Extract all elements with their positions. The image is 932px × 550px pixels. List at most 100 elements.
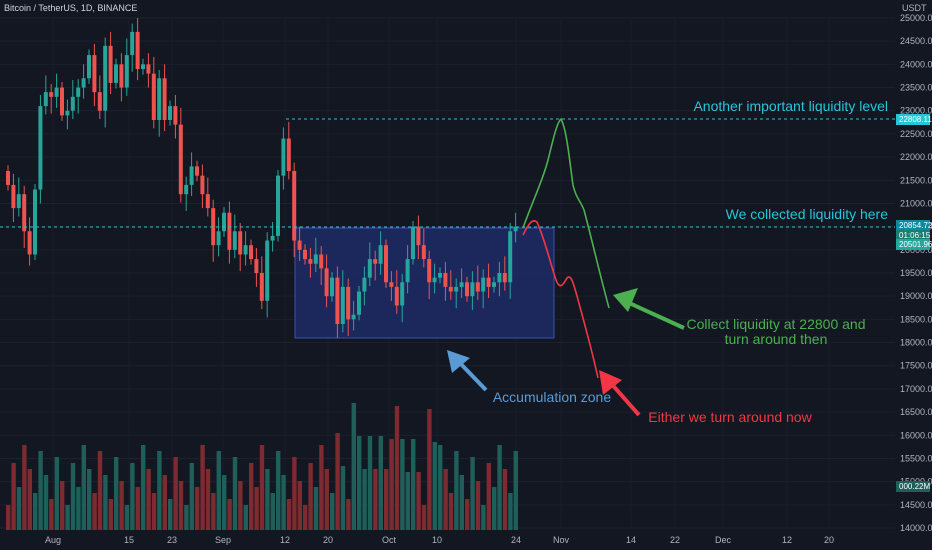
price-axis[interactable]: 25000.00 24500.00 24000.00 23500.00 23000.00… [900, 13, 932, 533]
candle-body [205, 194, 210, 209]
candle-body [157, 78, 162, 120]
y-tick-label: 24000.00 [900, 59, 932, 69]
y-tick-label: 18000.00 [900, 338, 932, 348]
volume-bar [130, 463, 135, 530]
x-tick-label: 10 [432, 535, 442, 545]
candle-body [292, 171, 297, 241]
volume-bar [97, 451, 103, 530]
candle-body [108, 45, 113, 83]
candle-body [238, 231, 243, 255]
candle-body [411, 226, 415, 260]
candle-body [216, 231, 221, 246]
volume-bar [157, 451, 162, 530]
candle-body [357, 291, 361, 315]
candle-body [168, 106, 172, 120]
candle-body [141, 64, 145, 69]
volume-bar [378, 436, 383, 530]
volume-bar [92, 493, 97, 530]
volume-bar [502, 469, 508, 530]
candle-body [378, 245, 383, 264]
y-tick-label: 14000.00 [900, 523, 932, 533]
volume-bar [416, 472, 421, 530]
x-tick-label: 14 [626, 535, 636, 545]
volume-bar [76, 487, 81, 530]
candle-body [70, 96, 75, 111]
symbol-header[interactable]: Bitcoin / TetherUS, 1D, BINANCE [4, 3, 137, 13]
x-tick-label: Sep [215, 535, 231, 545]
candle-body [119, 64, 124, 88]
candle-body [16, 194, 21, 209]
candle-body [416, 226, 421, 246]
volume-bar [367, 436, 373, 530]
volume-bar [222, 475, 227, 530]
red-scenario-path [522, 220, 599, 379]
green-scenario-path [522, 117, 610, 309]
candle-body [184, 184, 189, 195]
candle-body [97, 92, 102, 111]
volume-bar [340, 466, 346, 530]
candle-body [195, 166, 199, 176]
x-tick-label: 12 [280, 535, 290, 545]
candle-body [389, 282, 394, 287]
volume-bar [11, 463, 16, 530]
candle-body [286, 138, 291, 171]
volume-bar [357, 436, 362, 530]
candle-body [394, 286, 399, 306]
volume-bar [60, 481, 65, 530]
candle-body [22, 194, 27, 232]
candle-body [6, 171, 10, 185]
currency-label: USDT [902, 3, 927, 13]
candle-body [87, 55, 91, 79]
volume-bar [216, 451, 221, 530]
candle-body [27, 231, 32, 255]
candle-body [135, 31, 140, 70]
candle-body [173, 106, 178, 125]
volume-bar [497, 445, 502, 530]
volume-bar [54, 457, 59, 530]
candle-body [432, 277, 437, 283]
x-tick-label: Nov [553, 535, 570, 545]
annotation-green-line2: turn around then [725, 331, 828, 347]
y-tick-label: 22500.00 [900, 129, 932, 139]
candle-body [443, 273, 448, 287]
x-tick-label: 22 [670, 535, 680, 545]
candle-body [470, 282, 475, 297]
volume-bar [6, 505, 11, 530]
volume-bar [389, 439, 394, 530]
y-tick-label: 23500.00 [900, 83, 932, 93]
candle-body [54, 87, 59, 97]
candle-body [346, 286, 351, 320]
candle-body [130, 31, 135, 56]
volume-bar [432, 442, 437, 530]
volume-bar [16, 487, 22, 530]
candle-body [270, 235, 275, 241]
candle-body [373, 259, 378, 264]
candle-body [513, 226, 518, 232]
volume-bar [103, 475, 108, 530]
candlesticks [6, 18, 518, 338]
volume-bar [384, 469, 389, 530]
volume-bar [313, 487, 319, 530]
candle-body [465, 282, 469, 297]
candle-body [92, 55, 97, 93]
candle-body [11, 184, 16, 209]
candle-body [276, 175, 280, 236]
volume-bar [443, 469, 448, 530]
volume-bar [470, 457, 475, 530]
candle-body [367, 259, 372, 278]
candle-body [384, 245, 388, 283]
candle-body [265, 240, 270, 301]
time-axis[interactable]: Aug 15 23 Sep 12 20 Oct 10 24 Nov 14 22 Dec 12 20 [45, 535, 834, 545]
svg-text:01:06:15: 01:06:15 [899, 231, 931, 240]
candle-body [254, 259, 259, 273]
volume-bar [108, 499, 113, 530]
candle-body [146, 64, 151, 74]
volume-bar [211, 493, 216, 530]
candle-body [151, 73, 156, 120]
candle-body [249, 245, 253, 260]
candle-body [421, 245, 426, 260]
volume-bar [205, 469, 211, 530]
price-tag-top: 22808.11 [896, 114, 932, 125]
y-tick-label: 17000.00 [900, 384, 932, 394]
